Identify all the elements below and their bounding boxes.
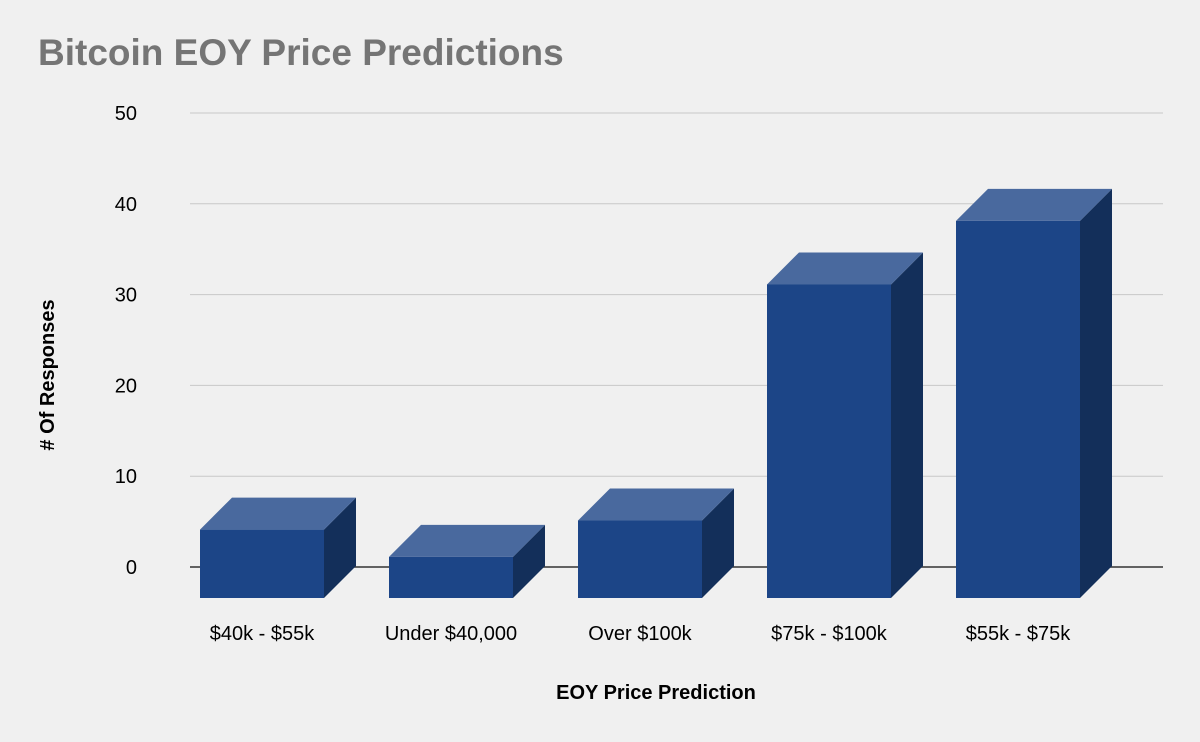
y-tick-label: 20: [115, 375, 137, 397]
x-axis-categories: $40k - $55k Under $40,000 Over $100k $75k -…: [210, 623, 1072, 645]
x-category-label: $55k - $75k: [966, 623, 1072, 645]
bar-top: [578, 488, 734, 521]
x-category-label: Over $100k: [588, 623, 692, 645]
chart-title: Bitcoin EOY Price Predictions: [38, 32, 564, 73]
bar-side: [702, 488, 734, 598]
y-axis-ticks: 0 10 20 30 40 50: [115, 103, 137, 579]
y-tick-label: 10: [115, 466, 137, 488]
bar-front: [956, 220, 1080, 598]
bar-side: [891, 252, 923, 598]
bars: [200, 188, 1112, 598]
y-tick-label: 50: [115, 103, 137, 125]
x-category-label: $75k - $100k: [771, 623, 888, 645]
bar-top: [767, 252, 923, 285]
bar-front: [200, 529, 324, 598]
bar-side: [513, 524, 545, 598]
bar-front: [578, 520, 702, 598]
x-category-label: Under $40,000: [385, 623, 517, 645]
bar-front: [389, 556, 513, 598]
y-tick-label: 30: [115, 285, 137, 307]
bar: [200, 497, 356, 598]
bar-top: [200, 497, 356, 530]
bar-front: [767, 284, 891, 598]
y-axis-title: # Of Responses: [37, 299, 59, 450]
bar: [956, 188, 1112, 598]
bar: [578, 488, 734, 598]
bar-side: [1080, 188, 1112, 598]
bar-side: [324, 497, 356, 598]
x-axis-title: EOY Price Prediction: [556, 682, 756, 704]
y-tick-label: 40: [115, 194, 137, 216]
bar: [389, 524, 545, 598]
bar-top: [956, 188, 1112, 221]
y-tick-label: 0: [126, 557, 137, 579]
x-category-label: $40k - $55k: [210, 623, 316, 645]
bar: [767, 252, 923, 598]
bar-top: [389, 524, 545, 557]
